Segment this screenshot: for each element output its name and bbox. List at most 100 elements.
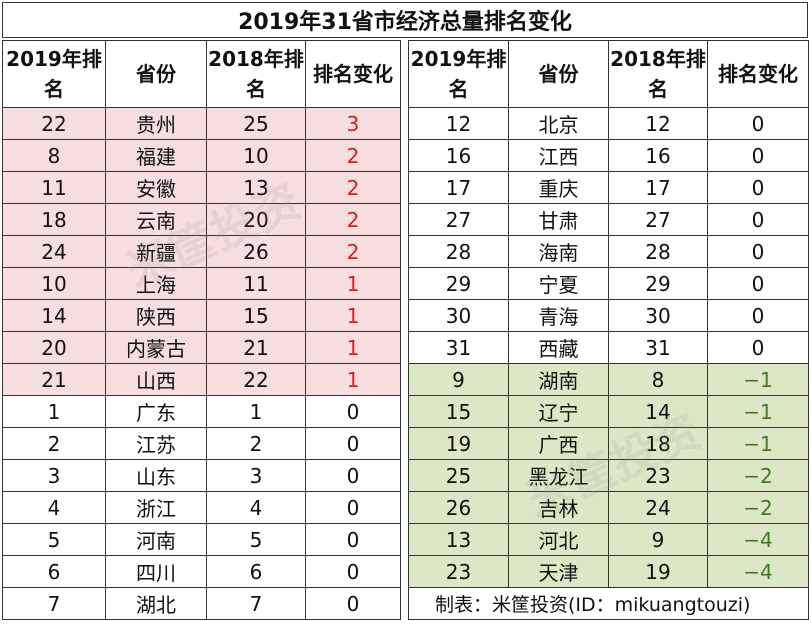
right-ranking-table: 2019年排名 省份 2018年排名 排名变化 12 北京 12 0 16 江西 16 0 17… [408, 40, 809, 620]
table-row: 7 湖北 7 0 [2, 587, 401, 620]
rank-2018-cell: 23 [608, 459, 708, 492]
table-row: 1 广东 1 0 [2, 395, 401, 428]
rank-2018-cell: 14 [608, 395, 708, 428]
rank-2018-cell: 13 [206, 171, 306, 204]
rank-2019-cell: 16 [408, 139, 509, 172]
rank-2018-cell: 27 [608, 203, 708, 236]
rank-2019-cell: 20 [2, 331, 106, 364]
table-row: 22 贵州 25 3 [2, 107, 401, 140]
province-cell: 天津 [508, 555, 609, 588]
table-row: 15 辽宁 14 −1 [408, 395, 809, 428]
rank-2019-cell: 9 [408, 363, 509, 396]
rank-2018-cell: 6 [206, 555, 306, 588]
rank-2018-cell: 1 [206, 395, 306, 428]
rank-2019-cell: 12 [408, 107, 509, 140]
province-cell: 河南 [105, 523, 207, 556]
table-row: 4 浙江 4 0 [2, 491, 401, 524]
rank-2019-cell: 5 [2, 523, 106, 556]
province-cell: 辽宁 [508, 395, 609, 428]
rank-2018-cell: 16 [608, 139, 708, 172]
change-cell: −2 [707, 491, 809, 524]
rank-2019-cell: 30 [408, 299, 509, 332]
rank-2018-cell: 9 [608, 523, 708, 556]
province-cell: 新疆 [105, 235, 207, 268]
change-cell: 1 [305, 267, 401, 300]
rank-2019-cell: 25 [408, 459, 509, 492]
rank-2018-cell: 2 [206, 427, 306, 460]
table-row: 28 海南 28 0 [408, 235, 809, 268]
table-row: 20 内蒙古 21 1 [2, 331, 401, 364]
rank-2019-cell: 19 [408, 427, 509, 460]
province-cell: 山东 [105, 459, 207, 492]
change-cell: −4 [707, 555, 809, 588]
change-cell: 1 [305, 299, 401, 332]
province-cell: 北京 [508, 107, 609, 140]
table-row: 2 江苏 2 0 [2, 427, 401, 460]
header-rank-2019: 2019年排名 [408, 40, 509, 108]
rank-2018-cell: 26 [206, 235, 306, 268]
table-row: 16 江西 16 0 [408, 139, 809, 172]
left-header-row: 2019年排名 省份 2018年排名 排名变化 [2, 40, 401, 108]
province-cell: 江西 [508, 139, 609, 172]
rank-2018-cell: 4 [206, 491, 306, 524]
rank-2018-cell: 7 [206, 587, 306, 620]
table-row: 19 广西 18 −1 [408, 427, 809, 460]
rank-2018-cell: 12 [608, 107, 708, 140]
header-change: 排名变化 [707, 40, 809, 108]
change-cell: 2 [305, 139, 401, 172]
rank-2018-cell: 10 [206, 139, 306, 172]
change-cell: 0 [305, 427, 401, 460]
province-cell: 重庆 [508, 171, 609, 204]
right-header-row: 2019年排名 省份 2018年排名 排名变化 [408, 40, 809, 108]
table-row: 3 山东 3 0 [2, 459, 401, 492]
table-row: 25 黑龙江 23 −2 [408, 459, 809, 492]
change-cell: 2 [305, 171, 401, 204]
change-cell: 0 [305, 395, 401, 428]
change-cell: −2 [707, 459, 809, 492]
table-row: 13 河北 9 −4 [408, 523, 809, 556]
change-cell: 0 [707, 235, 809, 268]
province-cell: 吉林 [508, 491, 609, 524]
rank-2018-cell: 19 [608, 555, 708, 588]
rank-2019-cell: 28 [408, 235, 509, 268]
change-cell: 0 [707, 267, 809, 300]
table-row: 10 上海 11 1 [2, 267, 401, 300]
left-ranking-table: 2019年排名 省份 2018年排名 排名变化 22 贵州 25 3 8 福建 10 2 11 安… [2, 40, 401, 620]
table-row: 18 云南 20 2 [2, 203, 401, 236]
province-cell: 甘肃 [508, 203, 609, 236]
rank-2019-cell: 1 [2, 395, 106, 428]
rank-2019-cell: 11 [2, 171, 106, 204]
table-title: 2019年31省市经济总量排名变化 [2, 2, 808, 38]
change-cell: 2 [305, 203, 401, 236]
rank-2019-cell: 23 [408, 555, 509, 588]
rank-2019-cell: 7 [2, 587, 106, 620]
province-cell: 内蒙古 [105, 331, 207, 364]
change-cell: 0 [707, 203, 809, 236]
table-row: 29 宁夏 29 0 [408, 267, 809, 300]
table-row: 9 湖南 8 −1 [408, 363, 809, 396]
table-row: 31 西藏 31 0 [408, 331, 809, 364]
table-row: 23 天津 19 −4 [408, 555, 809, 588]
rank-2019-cell: 22 [2, 107, 106, 140]
table-row: 5 河南 5 0 [2, 523, 401, 556]
rank-2018-cell: 30 [608, 299, 708, 332]
province-cell: 浙江 [105, 491, 207, 524]
rank-2018-cell: 8 [608, 363, 708, 396]
rank-2019-cell: 3 [2, 459, 106, 492]
province-cell: 河北 [508, 523, 609, 556]
change-cell: 2 [305, 235, 401, 268]
table-row: 27 甘肃 27 0 [408, 203, 809, 236]
province-cell: 安徽 [105, 171, 207, 204]
change-cell: −1 [707, 395, 809, 428]
rank-2018-cell: 11 [206, 267, 306, 300]
province-cell: 黑龙江 [508, 459, 609, 492]
rank-2019-cell: 4 [2, 491, 106, 524]
table-row: 24 新疆 26 2 [2, 235, 401, 268]
rank-2018-cell: 24 [608, 491, 708, 524]
rank-2018-cell: 15 [206, 299, 306, 332]
table-row: 26 吉林 24 −2 [408, 491, 809, 524]
rank-2018-cell: 29 [608, 267, 708, 300]
change-cell: 0 [305, 491, 401, 524]
rank-2019-cell: 15 [408, 395, 509, 428]
province-cell: 江苏 [105, 427, 207, 460]
